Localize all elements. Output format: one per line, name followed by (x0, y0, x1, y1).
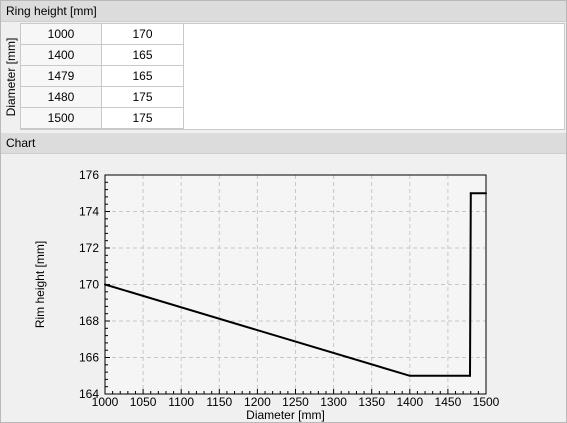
x-tick-label: 1300 (320, 395, 347, 409)
height-cell[interactable]: 175 (102, 87, 184, 107)
diameter-row-header: Diameter [mm] (2, 23, 21, 130)
data-point (468, 374, 471, 377)
x-tick-label: 1050 (130, 395, 157, 409)
diameter-cell[interactable]: 1000 (21, 24, 102, 44)
y-tick-label: 168 (79, 314, 99, 328)
x-axis-label: Diameter [mm] (246, 408, 325, 422)
chart-title: Chart (6, 136, 36, 150)
data-point (469, 192, 472, 195)
rim-height-chart: 1000 1050 1100 1150 1200 1250 1300 1350 1400 1450… (33, 168, 500, 422)
y-tick-label: 172 (79, 241, 99, 255)
table-row[interactable]: 1480 175 (21, 87, 184, 108)
diameter-cell[interactable]: 1400 (21, 45, 102, 65)
height-cell[interactable]: 175 (102, 108, 184, 128)
x-tick-label: 1200 (244, 395, 271, 409)
data-point (485, 192, 487, 195)
y-tick-label: 174 (79, 205, 99, 219)
table-row[interactable]: 1500 175 (21, 108, 184, 129)
data-point (104, 283, 106, 286)
diameter-cell[interactable]: 1500 (21, 108, 102, 128)
x-tick-label: 1150 (206, 395, 232, 409)
ring-height-title: Ring height [mm] (6, 4, 97, 18)
table-row[interactable]: 1479 165 (21, 66, 184, 87)
y-tick-label: 176 (79, 168, 99, 182)
x-tick-label: 1350 (358, 395, 385, 409)
data-point (408, 374, 411, 377)
x-tick-label: 1100 (168, 395, 194, 409)
chart-header: Chart (1, 133, 566, 154)
x-tick-label: 1450 (435, 395, 462, 409)
height-cell[interactable]: 165 (102, 45, 184, 65)
y-axis-label: Rim height [mm] (33, 241, 47, 328)
y-tick-label: 166 (79, 351, 99, 365)
y-tick-label: 164 (79, 387, 99, 401)
y-tick-label: 170 (79, 278, 99, 292)
x-tick-label: 1400 (396, 395, 423, 409)
table-row[interactable]: 1000 170 (21, 24, 184, 45)
table-row[interactable]: 1400 165 (21, 45, 184, 66)
x-tick-label: 1000 (92, 395, 119, 409)
height-cell[interactable]: 170 (102, 24, 184, 44)
height-cell[interactable]: 165 (102, 66, 184, 86)
table-grid[interactable]: 1000 170 1400 165 1479 165 1480 175 1500… (21, 23, 565, 130)
diameter-cell[interactable]: 1480 (21, 87, 102, 107)
diameter-row-header-label: Diameter [mm] (4, 37, 18, 116)
ring-height-table: Diameter [mm] 1000 170 1400 165 1479 165… (1, 23, 566, 131)
ring-height-header: Ring height [mm] (1, 1, 566, 22)
chart-panel: 1000 1050 1100 1150 1200 1250 1300 1350 1400 1450… (1, 154, 566, 422)
x-tick-label: 1500 (473, 395, 500, 409)
x-tick-label: 1250 (282, 395, 309, 409)
diameter-cell[interactable]: 1479 (21, 66, 102, 86)
